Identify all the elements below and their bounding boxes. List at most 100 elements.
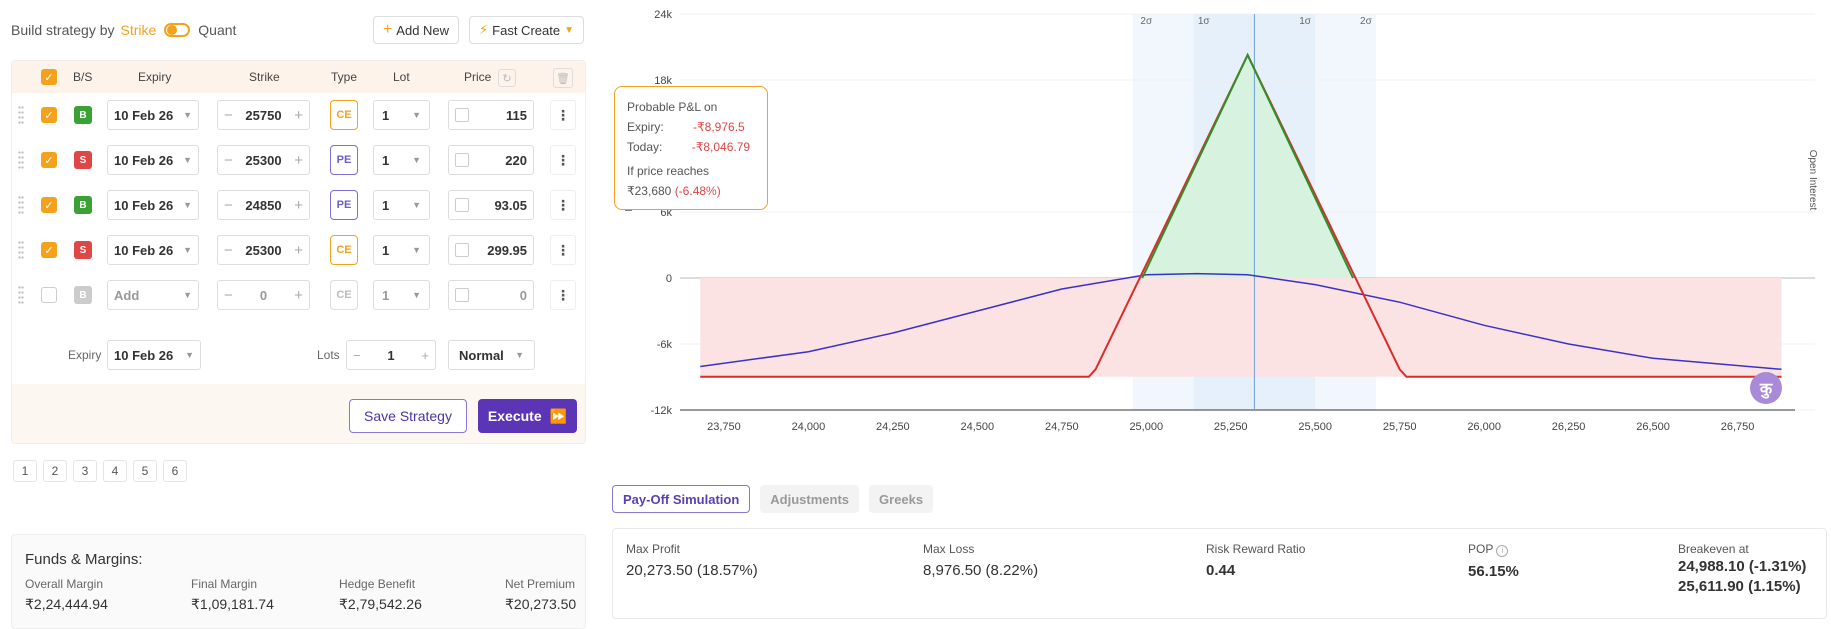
order-type-select[interactable]: Normal ▼	[448, 340, 535, 370]
drag-handle-icon[interactable]	[18, 150, 24, 170]
execute-button[interactable]: Execute ⏩	[478, 399, 577, 433]
strike-stepper[interactable]: − 25300 +	[217, 235, 310, 265]
price-lock-checkbox[interactable]	[455, 243, 469, 257]
strike-stepper[interactable]: − 25750 +	[217, 100, 310, 130]
price-input[interactable]: 299.95	[448, 235, 534, 265]
more-options-icon[interactable]: ⋮	[550, 145, 576, 175]
save-strategy-button[interactable]: Save Strategy	[349, 399, 467, 433]
expiry-select[interactable]: Add ▼	[107, 280, 199, 310]
option-type-toggle[interactable]: CE	[330, 235, 358, 265]
price-input[interactable]: 0	[448, 280, 534, 310]
plus-icon[interactable]: +	[294, 151, 303, 169]
price-lock-checkbox[interactable]	[455, 108, 469, 122]
page-button[interactable]: 5	[133, 460, 157, 482]
strike-stepper[interactable]: − 0 +	[217, 280, 310, 310]
plus-icon[interactable]: +	[421, 347, 429, 363]
buy-sell-toggle[interactable]: S	[74, 151, 92, 169]
loss-area	[700, 278, 1782, 377]
row-checkbox[interactable]: ✓	[41, 152, 57, 168]
bulk-lots-stepper[interactable]: − 1 +	[346, 340, 436, 370]
page-button[interactable]: 6	[163, 460, 187, 482]
tooltip-expiry-label: Expiry:	[627, 120, 664, 134]
page-button[interactable]: 2	[43, 460, 67, 482]
mode-strike-label[interactable]: Strike	[120, 22, 157, 38]
chevron-down-icon: ▼	[515, 350, 524, 360]
drag-handle-icon[interactable]	[18, 240, 24, 260]
minus-icon[interactable]: −	[353, 347, 361, 363]
plus-icon[interactable]: +	[294, 106, 303, 124]
tab-adjustments[interactable]: Adjustments	[760, 485, 860, 513]
drag-handle-icon[interactable]	[18, 195, 24, 215]
add-new-button[interactable]: + Add New	[373, 16, 459, 44]
builder-mode-bar: Build strategy by Strike Quant	[11, 14, 586, 46]
row-checkbox[interactable]	[41, 287, 57, 303]
more-options-icon[interactable]: ⋮	[550, 190, 576, 220]
expiry-select[interactable]: 10 Feb 26 ▼	[107, 235, 199, 265]
buy-sell-toggle[interactable]: B	[74, 196, 92, 214]
drag-handle-icon[interactable]	[18, 285, 24, 305]
info-icon[interactable]: i	[1496, 545, 1509, 557]
minus-icon[interactable]: −	[224, 151, 233, 169]
minus-icon[interactable]: −	[224, 286, 233, 304]
option-type-toggle[interactable]: CE	[330, 280, 358, 310]
plus-icon[interactable]: +	[294, 241, 303, 259]
table-header: ✓ B/S Expiry Strike Type Lot Price ↻ 🗑	[12, 61, 585, 93]
option-type-toggle[interactable]: PE	[330, 145, 358, 175]
price-lock-checkbox[interactable]	[455, 288, 469, 302]
fast-create-button[interactable]: ⚡ Fast Create ▼	[469, 16, 584, 44]
expiry-select[interactable]: 10 Feb 26 ▼	[107, 100, 199, 130]
assistant-avatar-button[interactable]: कु	[1750, 372, 1782, 404]
payoff-chart[interactable]: 24k 18k 6k 0 -6k -12k 23,750 24,000 24,250 24,500…	[610, 0, 1831, 440]
mode-toggle[interactable]	[164, 23, 191, 37]
minus-icon[interactable]: −	[224, 241, 233, 259]
row-checkbox[interactable]: ✓	[41, 242, 57, 258]
expiry-select[interactable]: 10 Feb 26 ▼	[107, 190, 199, 220]
tab-greeks[interactable]: Greeks	[869, 485, 934, 513]
more-options-icon[interactable]: ⋮	[550, 100, 576, 130]
lot-select[interactable]: 1 ▼	[373, 100, 430, 130]
row-checkbox[interactable]: ✓	[41, 197, 57, 213]
lot-select[interactable]: 1 ▼	[373, 145, 430, 175]
price-input[interactable]: 220	[448, 145, 534, 175]
strike-stepper[interactable]: − 24850 +	[217, 190, 310, 220]
option-type-toggle[interactable]: PE	[330, 190, 358, 220]
price-input[interactable]: 93.05	[448, 190, 534, 220]
trash-icon[interactable]: 🗑	[553, 68, 573, 88]
page-button[interactable]: 3	[73, 460, 97, 482]
bulk-expiry-select[interactable]: 10 Feb 26 ▼	[107, 340, 201, 370]
plus-icon[interactable]: +	[294, 196, 303, 214]
row-checkbox[interactable]: ✓	[41, 107, 57, 123]
strike-stepper[interactable]: − 25300 +	[217, 145, 310, 175]
more-options-icon[interactable]: ⋮	[550, 280, 576, 310]
bulk-expiry-value: 10 Feb 26	[114, 347, 174, 363]
lot-select[interactable]: 1 ▼	[373, 190, 430, 220]
buy-sell-toggle[interactable]: S	[74, 241, 92, 259]
lot-value: 1	[382, 107, 390, 123]
breakeven-upper: 25,611.90 (1.15%)	[1678, 578, 1801, 595]
tooltip-title: Probable P&L on	[627, 100, 718, 114]
page-button[interactable]: 1	[13, 460, 37, 482]
minus-icon[interactable]: −	[224, 196, 233, 214]
price-lock-checkbox[interactable]	[455, 153, 469, 167]
expiry-select[interactable]: 10 Feb 26 ▼	[107, 145, 199, 175]
mode-quant-label[interactable]: Quant	[198, 22, 237, 38]
drag-handle-icon[interactable]	[18, 105, 24, 125]
select-all-checkbox[interactable]: ✓	[41, 69, 57, 85]
price-lock-checkbox[interactable]	[455, 198, 469, 212]
chevron-down-icon: ▼	[412, 155, 421, 165]
tab-payoff-simulation[interactable]: Pay-Off Simulation	[612, 485, 751, 513]
buy-sell-toggle[interactable]: B	[74, 106, 92, 124]
page-button[interactable]: 4	[103, 460, 127, 482]
more-options-icon[interactable]: ⋮	[550, 235, 576, 265]
bulk-lots-value: 1	[387, 347, 395, 363]
plus-icon[interactable]: +	[294, 286, 303, 304]
option-type-toggle[interactable]: CE	[330, 100, 358, 130]
refresh-icon[interactable]: ↻	[498, 69, 516, 87]
lot-select[interactable]: 1 ▼	[373, 280, 430, 310]
x-tick-label: 25,000	[1129, 421, 1163, 433]
minus-icon[interactable]: −	[224, 106, 233, 124]
price-input[interactable]: 115	[448, 100, 534, 130]
lot-select[interactable]: 1 ▼	[373, 235, 430, 265]
max-loss-stat: Max Loss 8,976.50 (8.22%)	[923, 542, 1038, 579]
buy-sell-toggle[interactable]: B	[74, 286, 92, 304]
